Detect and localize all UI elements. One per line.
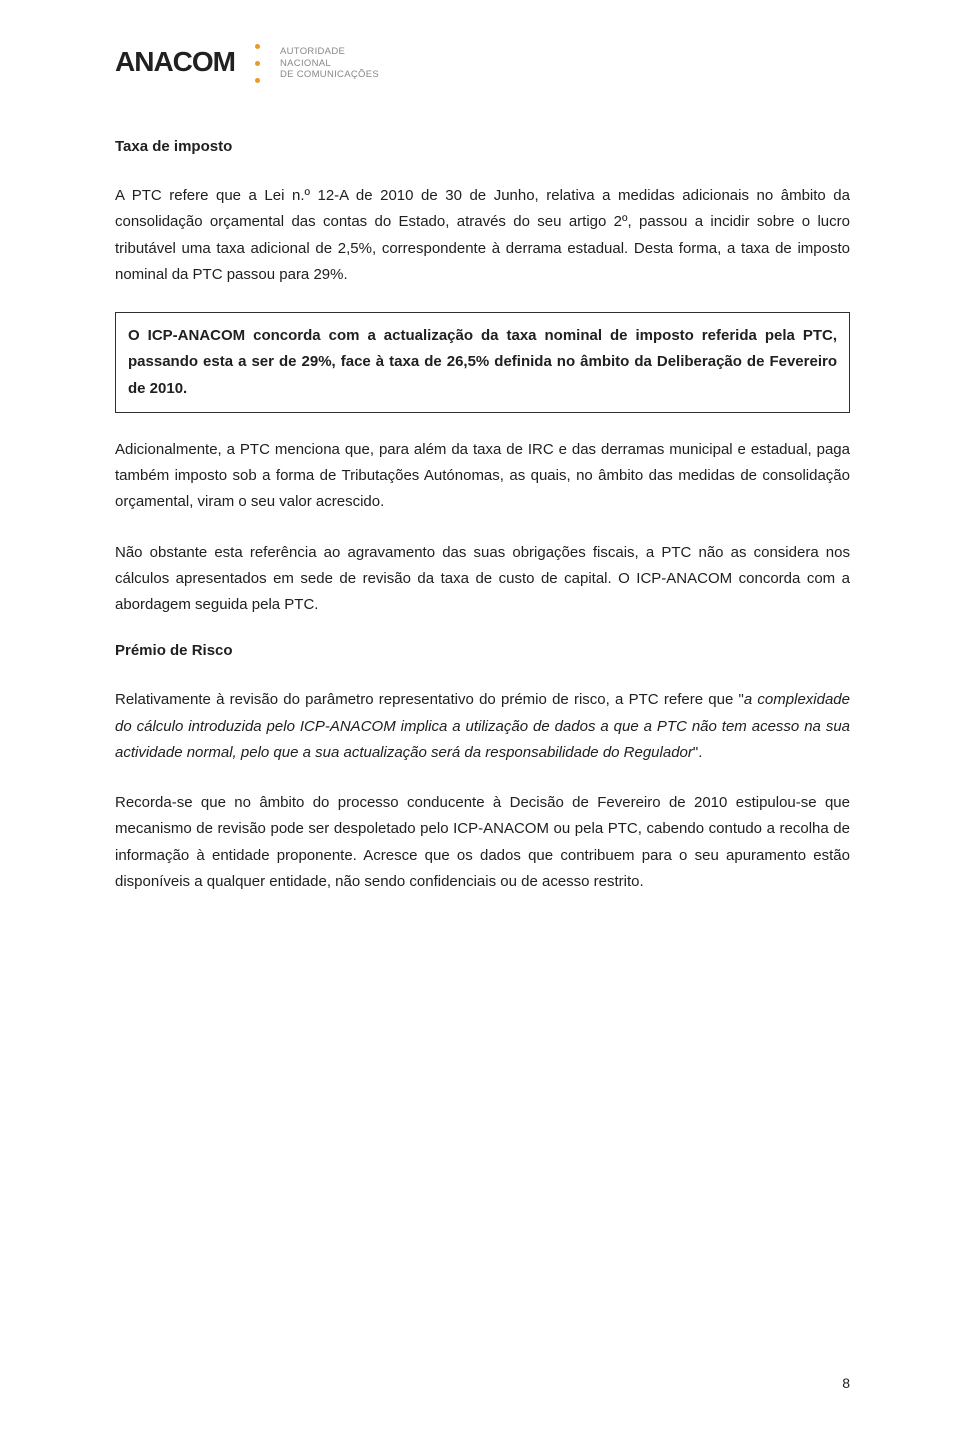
paragraph-with-quote: Relativamente à revisão do parâmetro rep… xyxy=(115,687,850,766)
subtitle-line: AUTORIDADE xyxy=(280,46,379,58)
heading-taxa-imposto: Taxa de imposto xyxy=(115,138,850,155)
highlight-box: O ICP-ANACOM concorda com a actualização… xyxy=(115,312,850,413)
paragraph: A PTC refere que a Lei n.º 12-A de 2010 … xyxy=(115,183,850,288)
page-number: 8 xyxy=(842,1375,850,1391)
logo-dots xyxy=(255,40,260,83)
paragraph: Recorda-se que no âmbito do processo con… xyxy=(115,790,850,895)
quote-pre: Relativamente à revisão do parâmetro rep… xyxy=(115,691,744,708)
heading-premio-risco: Prémio de Risco xyxy=(115,642,850,659)
subtitle-line: DE COMUNICAÇÕES xyxy=(280,69,379,81)
dot xyxy=(255,61,260,66)
quote-post: ". xyxy=(693,744,703,761)
logo-subtitle: AUTORIDADE NACIONAL DE COMUNICAÇÕES xyxy=(280,42,379,82)
dot xyxy=(255,78,260,83)
subtitle-line: NACIONAL xyxy=(280,58,379,70)
logo-header: ANACOM AUTORIDADE NACIONAL DE COMUNICAÇÕ… xyxy=(115,40,850,83)
paragraph: Não obstante esta referência ao agravame… xyxy=(115,540,850,619)
paragraph-boxed: O ICP-ANACOM concorda com a actualização… xyxy=(128,323,837,402)
dot xyxy=(255,44,260,49)
paragraph: Adicionalmente, a PTC menciona que, para… xyxy=(115,437,850,516)
brand-logo: ANACOM xyxy=(115,46,235,78)
